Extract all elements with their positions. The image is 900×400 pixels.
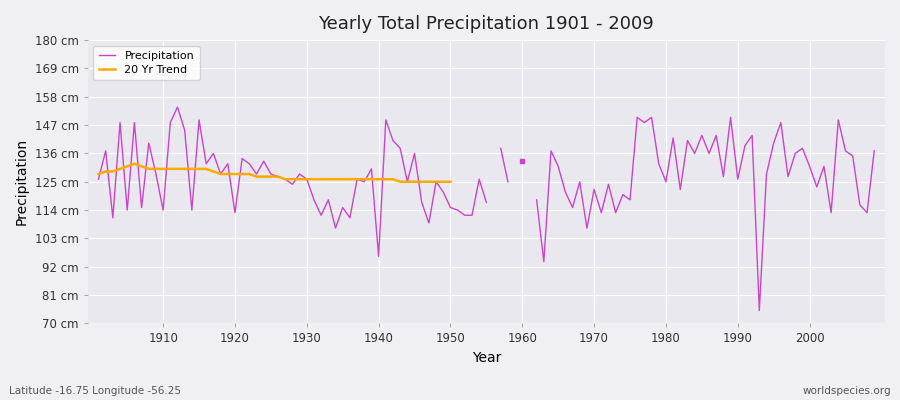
- 20 Yr Trend: [172, 166, 183, 171]
- 20 Yr Trend: [352, 177, 363, 182]
- Precipitation: [93, 177, 104, 182]
- 20 Yr Trend: [366, 177, 377, 182]
- 20 Yr Trend: [107, 169, 118, 174]
- Line: 20 Yr Trend: 20 Yr Trend: [98, 164, 450, 182]
- 20 Yr Trend: [179, 166, 190, 171]
- 20 Yr Trend: [122, 164, 132, 169]
- 20 Yr Trend: [402, 179, 413, 184]
- 20 Yr Trend: [374, 177, 384, 182]
- 20 Yr Trend: [158, 166, 168, 171]
- 20 Yr Trend: [330, 177, 341, 182]
- 20 Yr Trend: [136, 164, 147, 169]
- 20 Yr Trend: [93, 172, 104, 176]
- Precipitation: [136, 205, 147, 210]
- 20 Yr Trend: [186, 166, 197, 171]
- 20 Yr Trend: [445, 179, 455, 184]
- 20 Yr Trend: [258, 174, 269, 179]
- 20 Yr Trend: [100, 169, 111, 174]
- 20 Yr Trend: [129, 161, 140, 166]
- 20 Yr Trend: [359, 177, 370, 182]
- Precipitation: [165, 120, 176, 125]
- 20 Yr Trend: [323, 177, 334, 182]
- 20 Yr Trend: [150, 166, 161, 171]
- Precipitation: [194, 118, 204, 122]
- 20 Yr Trend: [215, 172, 226, 176]
- Line: Precipitation: Precipitation: [98, 107, 486, 256]
- 20 Yr Trend: [388, 177, 399, 182]
- 20 Yr Trend: [417, 179, 428, 184]
- 20 Yr Trend: [244, 172, 255, 176]
- 20 Yr Trend: [251, 174, 262, 179]
- 20 Yr Trend: [222, 172, 233, 176]
- 20 Yr Trend: [438, 179, 449, 184]
- 20 Yr Trend: [431, 179, 442, 184]
- 20 Yr Trend: [280, 177, 291, 182]
- 20 Yr Trend: [237, 172, 248, 176]
- 20 Yr Trend: [230, 172, 240, 176]
- Title: Yearly Total Precipitation 1901 - 2009: Yearly Total Precipitation 1901 - 2009: [319, 15, 654, 33]
- Text: worldspecies.org: worldspecies.org: [803, 386, 891, 396]
- Legend: Precipitation, 20 Yr Trend: Precipitation, 20 Yr Trend: [94, 46, 200, 80]
- 20 Yr Trend: [143, 166, 154, 171]
- 20 Yr Trend: [114, 166, 125, 171]
- 20 Yr Trend: [395, 179, 406, 184]
- Precipitation: [473, 177, 484, 182]
- 20 Yr Trend: [266, 174, 276, 179]
- 20 Yr Trend: [201, 166, 212, 171]
- 20 Yr Trend: [194, 166, 204, 171]
- 20 Yr Trend: [424, 179, 435, 184]
- 20 Yr Trend: [410, 179, 420, 184]
- Precipitation: [374, 254, 384, 259]
- 20 Yr Trend: [345, 177, 356, 182]
- 20 Yr Trend: [208, 169, 219, 174]
- Precipitation: [452, 208, 463, 212]
- 20 Yr Trend: [302, 177, 312, 182]
- 20 Yr Trend: [316, 177, 327, 182]
- Precipitation: [244, 161, 255, 166]
- Text: Latitude -16.75 Longitude -56.25: Latitude -16.75 Longitude -56.25: [9, 386, 181, 396]
- 20 Yr Trend: [273, 174, 284, 179]
- 20 Yr Trend: [338, 177, 348, 182]
- Precipitation: [172, 105, 183, 110]
- Y-axis label: Precipitation: Precipitation: [15, 138, 29, 225]
- X-axis label: Year: Year: [472, 351, 501, 365]
- 20 Yr Trend: [287, 177, 298, 182]
- 20 Yr Trend: [294, 177, 305, 182]
- 20 Yr Trend: [309, 177, 320, 182]
- 20 Yr Trend: [165, 166, 176, 171]
- 20 Yr Trend: [381, 177, 392, 182]
- Precipitation: [481, 200, 491, 205]
